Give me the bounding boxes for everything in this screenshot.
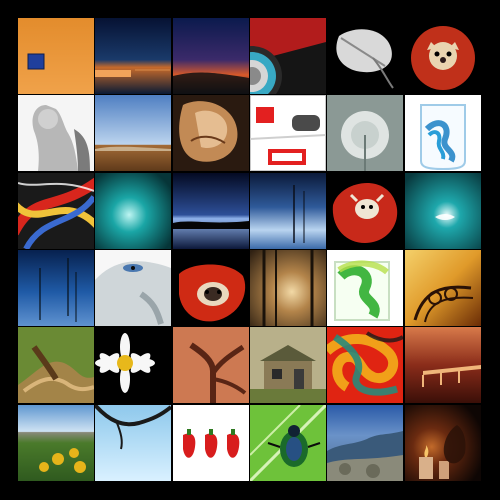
tile-wolf-eye[interactable] [95,250,171,326]
tile-white-leaf[interactable] [327,18,403,94]
tile-teal-glow[interactable] [95,173,171,249]
tile-twilight-lake[interactable] [173,173,249,249]
photo-mosaic [18,18,482,482]
abstract-paint-image [18,173,94,249]
tile-pier-dusk[interactable] [405,327,481,403]
tile-dusk-lake[interactable] [95,18,171,94]
tile-blue-ink-water[interactable] [405,95,481,171]
tile-misty-forest[interactable] [250,250,326,326]
three-peppers-image [173,405,249,481]
blue-sky-field-image [95,95,171,171]
iron-railing-image [405,250,481,326]
tile-dog-red-chair[interactable] [405,18,481,94]
dusk-lake-image [95,18,171,94]
tile-twisted-tree[interactable] [18,327,94,403]
white-daisy-image [95,327,171,403]
tile-sunset-sky[interactable] [173,18,249,94]
tile-blue-water-stems[interactable] [18,250,94,326]
red-bark-tree-image [173,327,249,403]
white-leaf-image [327,18,403,94]
blue-ink-water-image [405,95,481,171]
misty-forest-image [250,250,326,326]
tile-old-cabin[interactable] [250,327,326,403]
tile-red-bark-tree[interactable] [173,327,249,403]
tile-teal-figure[interactable] [405,173,481,249]
tile-calm-water[interactable] [250,173,326,249]
tile-orange-wall[interactable] [18,18,94,94]
tile-stained-glass[interactable] [250,18,326,94]
puppy-red-cushion-image [173,250,249,326]
dog-red-chair-image [405,18,481,94]
tile-iron-railing[interactable] [405,250,481,326]
tile-board-game[interactable] [250,95,326,171]
old-cabin-image [250,327,326,403]
tile-dandelion[interactable] [327,95,403,171]
tile-white-daisy[interactable] [95,327,171,403]
stained-glass-image [250,18,326,94]
tile-sunflower-meadow[interactable] [18,405,94,481]
sculpture-face-image [173,95,249,171]
tree-branch-sky-image [95,405,171,481]
dark-candle-image [405,405,481,481]
tile-three-peppers[interactable] [173,405,249,481]
tile-mountain-valley[interactable] [327,405,403,481]
tile-dark-candle[interactable] [405,405,481,481]
board-game-image [250,95,326,171]
wolf-eye-image [95,250,171,326]
sunflower-meadow-image [18,405,94,481]
twilight-lake-image [173,173,249,249]
tile-abstract-paint[interactable] [18,173,94,249]
tile-dog-in-red-chair[interactable] [327,173,403,249]
tile-sculpture-face[interactable] [173,95,249,171]
tile-tree-branch-sky[interactable] [95,405,171,481]
beetle-leaf-image [250,405,326,481]
angel-statue-image [18,95,94,171]
tile-beetle-leaf[interactable] [250,405,326,481]
tile-blue-sky-field[interactable] [95,95,171,171]
mountain-valley-image [327,405,403,481]
calm-water-image [250,173,326,249]
tile-angel-statue[interactable] [18,95,94,171]
sunset-sky-image [173,18,249,94]
green-ink-glass-image [327,250,403,326]
teal-glow-image [95,173,171,249]
twisted-tree-image [18,327,94,403]
teal-figure-image [405,173,481,249]
orange-wall-image [18,18,94,94]
tile-puppy-red-cushion[interactable] [173,250,249,326]
dandelion-image [327,95,403,171]
pier-dusk-image [405,327,481,403]
blue-water-stems-image [18,250,94,326]
ink-swirl-image [327,327,403,403]
tile-green-ink-glass[interactable] [327,250,403,326]
dog-in-red-chair-image [327,173,403,249]
tile-ink-swirl[interactable] [327,327,403,403]
